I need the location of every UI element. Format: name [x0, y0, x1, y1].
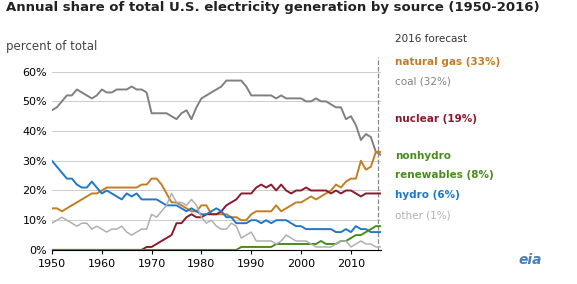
- Text: nuclear (19%): nuclear (19%): [395, 114, 477, 124]
- Text: coal (32%): coal (32%): [395, 77, 451, 87]
- Text: natural gas (33%): natural gas (33%): [395, 57, 500, 67]
- Text: other (1%): other (1%): [395, 210, 451, 220]
- Text: hydro (6%): hydro (6%): [395, 190, 460, 200]
- Text: renewables (8%): renewables (8%): [395, 170, 494, 180]
- Text: eia: eia: [519, 253, 542, 267]
- Text: Annual share of total U.S. electricity generation by source (1950-2016): Annual share of total U.S. electricity g…: [6, 1, 539, 14]
- Text: percent of total: percent of total: [6, 40, 97, 53]
- Text: nonhydro: nonhydro: [395, 151, 451, 160]
- Text: 2016 forecast: 2016 forecast: [395, 34, 467, 44]
